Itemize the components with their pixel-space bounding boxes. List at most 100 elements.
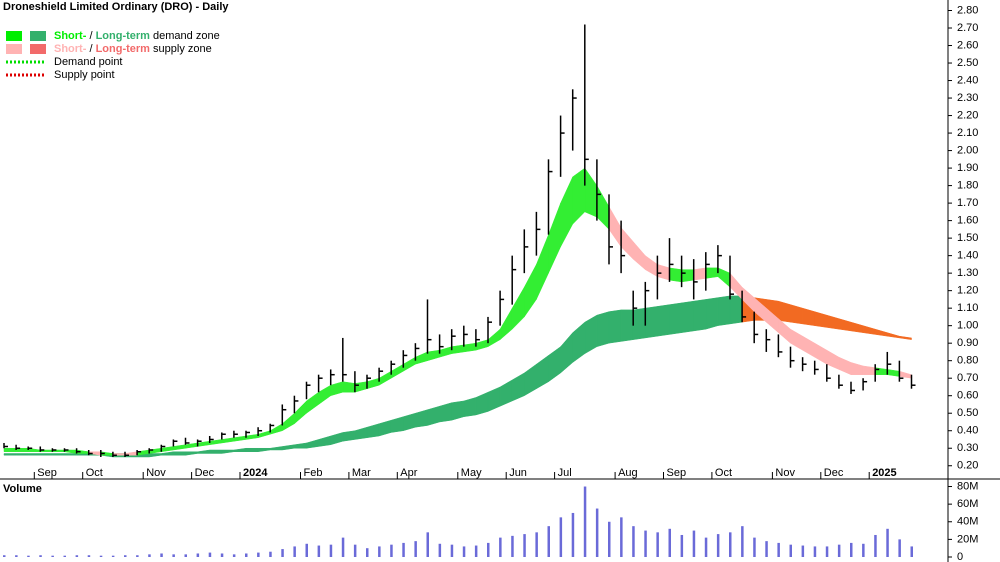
- volume-bar: [63, 555, 66, 557]
- volume-bar: [511, 535, 514, 557]
- volume-bar: [474, 545, 478, 557]
- volume-bar: [644, 530, 647, 557]
- zone-segment: [427, 405, 440, 426]
- volume-bar: [668, 528, 671, 557]
- zone-segment: [681, 269, 694, 283]
- x-tick-label: Dec: [195, 467, 215, 479]
- x-tick-label: Jul: [558, 467, 572, 479]
- volume-bar: [426, 532, 429, 557]
- y-tick-label: 1.50: [957, 232, 978, 244]
- volume-bar: [99, 555, 103, 557]
- volume-bar: [874, 534, 877, 557]
- volume-bar: [559, 517, 563, 557]
- volume-bar: [837, 544, 841, 557]
- zone-segment: [209, 449, 223, 454]
- y-tick-label: 1.10: [957, 302, 978, 314]
- zone-segment: [439, 402, 452, 423]
- y-tick-label: 1.80: [957, 180, 978, 192]
- volume-bar: [3, 555, 6, 557]
- zone-segment: [596, 311, 610, 348]
- x-tick-label: Dec: [824, 467, 844, 479]
- y-tick-label: 0.80: [957, 355, 978, 367]
- volume-bar: [608, 521, 611, 557]
- zone-segment: [40, 453, 53, 456]
- volume-bar: [523, 534, 526, 557]
- y-tick-label: 2.40: [957, 74, 978, 86]
- zone-segment: [669, 267, 682, 283]
- volume-bar: [499, 537, 502, 557]
- legend-part: demand zone: [153, 30, 220, 42]
- volume-bar: [789, 544, 792, 557]
- volume-bar: [487, 542, 490, 557]
- volume-bar: [583, 486, 587, 557]
- zone-segment: [717, 295, 731, 326]
- x-tick-label: 2024: [243, 467, 268, 479]
- x-tick-label: Sep: [37, 467, 57, 479]
- y-tick-label: 2.20: [957, 109, 978, 121]
- volume-bar: [124, 555, 127, 557]
- y-tick-label: 0.70: [957, 372, 978, 384]
- x-tick-label: Feb: [304, 467, 323, 479]
- volume-bar: [862, 543, 865, 557]
- volume-bar: [75, 555, 79, 557]
- zone-segment: [584, 314, 598, 355]
- volume-bar: [148, 554, 151, 557]
- zone-segment: [245, 447, 259, 452]
- zone-segment: [645, 306, 658, 339]
- volume-bar: [777, 542, 780, 557]
- volume-bar: [813, 546, 817, 557]
- volume-bar: [620, 517, 623, 557]
- x-tick-label: Oct: [715, 467, 732, 479]
- legend-swatch: [30, 31, 46, 41]
- volume-bar: [196, 553, 200, 557]
- zone-segment: [463, 397, 477, 418]
- legend-swatch: [6, 31, 22, 41]
- volume-bar: [898, 539, 901, 557]
- zone-segment: [76, 453, 89, 456]
- volume-bar: [51, 555, 54, 557]
- legend-label: Demand point: [54, 56, 123, 68]
- y-tick-label: 0: [957, 551, 963, 562]
- volume-bar: [656, 532, 659, 557]
- zone-segment: [463, 342, 477, 353]
- x-tick-label: 2025: [872, 467, 896, 479]
- zone-segment: [3, 447, 17, 452]
- volume-bar: [329, 544, 333, 557]
- y-tick-label: 40M: [957, 516, 978, 528]
- volume-bar: [172, 554, 175, 557]
- volume-bar: [765, 541, 768, 557]
- volume-bar: [595, 508, 599, 557]
- volume-bar: [39, 555, 42, 557]
- y-tick-label: 60M: [957, 498, 978, 510]
- legend-label: Short- / Long-term demand zone: [54, 30, 220, 42]
- legend-part: Long-term: [96, 43, 153, 55]
- zone-segment: [862, 365, 876, 375]
- x-tick-label: Mar: [352, 467, 371, 479]
- volume-title: Volume: [3, 483, 42, 495]
- y-tick-label: 2.70: [957, 22, 978, 34]
- zone-segment: [451, 400, 465, 421]
- volume-bar: [378, 546, 381, 557]
- legend-part: Long-term: [96, 30, 153, 42]
- zone-segment: [173, 451, 186, 456]
- zone-segment: [451, 344, 465, 354]
- volume-bar: [220, 553, 224, 557]
- volume-bar: [886, 528, 889, 557]
- x-tick-label: May: [461, 467, 482, 479]
- volume-bar: [160, 553, 163, 557]
- volume-bar: [305, 543, 308, 557]
- y-tick-label: 1.20: [957, 285, 978, 297]
- x-tick-label: Sep: [667, 467, 687, 479]
- volume-bar: [366, 548, 369, 557]
- zone-segment: [681, 300, 694, 333]
- volume-bar: [704, 537, 708, 557]
- zone-segment: [608, 309, 622, 344]
- volume-bar: [353, 544, 357, 557]
- legend-label: Supply point: [54, 69, 115, 81]
- zone-segment: [693, 299, 707, 332]
- zone-segment: [64, 453, 77, 456]
- x-tick-label: Nov: [146, 467, 166, 479]
- zone-segment: [342, 381, 356, 393]
- y-tick-label: 1.30: [957, 267, 978, 279]
